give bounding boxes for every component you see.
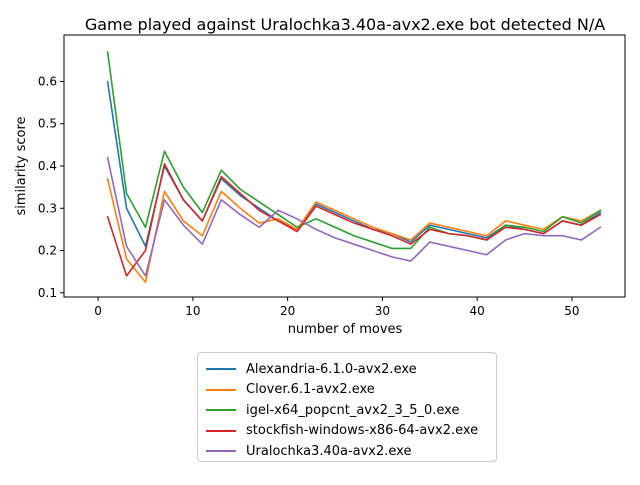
legend-item: Clover.6.1-avx2.exe bbox=[206, 380, 496, 401]
y-axis: 0.1 0.2 0.3 0.4 0.5 0.6 bbox=[38, 74, 64, 300]
y-axis-label: similarity score bbox=[14, 116, 29, 215]
legend-item: igel-x64_popcnt_avx2_3_5_0.exe bbox=[206, 400, 496, 421]
legend-swatch bbox=[206, 450, 236, 453]
legend-label: Clover.6.1-avx2.exe bbox=[246, 382, 375, 398]
legend-swatch bbox=[206, 409, 236, 412]
x-tick-label: 50 bbox=[564, 304, 579, 318]
series-line bbox=[106, 156, 602, 277]
series-line bbox=[106, 177, 602, 284]
legend-label: stockfish-windows-x86-64-avx2.exe bbox=[246, 423, 479, 439]
series-line bbox=[106, 51, 602, 250]
series-line bbox=[106, 163, 602, 277]
y-tick-label: 0.3 bbox=[38, 201, 57, 215]
plot-frame bbox=[63, 34, 626, 298]
x-tick-label: 10 bbox=[185, 304, 200, 318]
x-tick-label: 20 bbox=[280, 304, 295, 318]
x-tick-label: 40 bbox=[470, 304, 485, 318]
legend-swatch bbox=[206, 388, 236, 391]
legend-item: Uralochka3.40a-avx2.exe bbox=[206, 441, 496, 462]
x-axis: 0 10 20 30 40 50 bbox=[94, 297, 580, 318]
legend: Alexandria-6.1.0-avx2.exe Clover.6.1-avx… bbox=[197, 352, 497, 462]
chart-title: Game played against Uralochka3.40a-avx2.… bbox=[85, 15, 605, 34]
y-tick-label: 0.1 bbox=[38, 286, 57, 300]
plot-area bbox=[106, 51, 602, 284]
legend-label: Uralochka3.40a-avx2.exe bbox=[246, 443, 412, 459]
x-axis-label: number of moves bbox=[288, 322, 403, 337]
y-tick-label: 0.5 bbox=[38, 117, 57, 131]
legend-swatch bbox=[206, 429, 236, 432]
legend-item: Alexandria-6.1.0-avx2.exe bbox=[206, 359, 496, 380]
legend-item: stockfish-windows-x86-64-avx2.exe bbox=[206, 421, 496, 442]
legend-label: Alexandria-6.1.0-avx2.exe bbox=[246, 361, 417, 377]
legend-swatch bbox=[206, 368, 236, 371]
y-tick-label: 0.2 bbox=[38, 244, 57, 258]
legend-label: igel-x64_popcnt_avx2_3_5_0.exe bbox=[246, 402, 460, 418]
y-tick-label: 0.6 bbox=[38, 74, 57, 88]
x-tick-label: 0 bbox=[94, 304, 102, 318]
y-tick-label: 0.4 bbox=[38, 159, 57, 173]
x-tick-label: 30 bbox=[375, 304, 390, 318]
